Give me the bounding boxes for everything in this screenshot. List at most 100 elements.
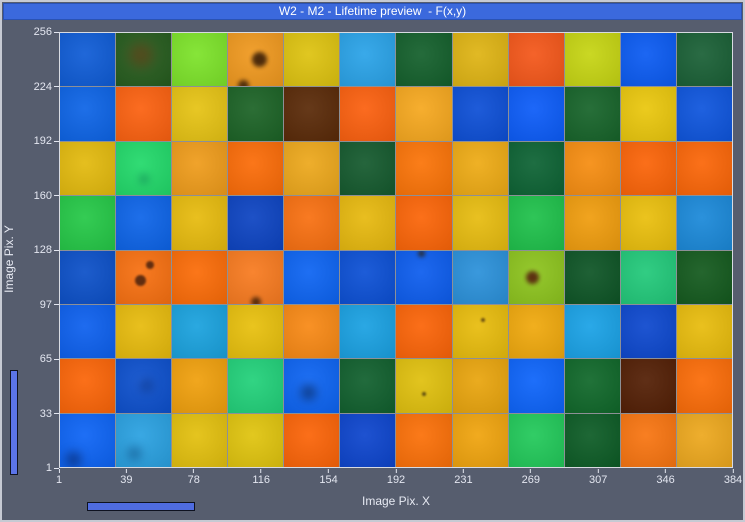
x-tick-label: 1 [55,474,63,486]
heatmap-cell [620,87,676,141]
heatmap-cell [564,33,620,87]
heatmap-cell [60,87,116,141]
tile-blemish [238,79,250,87]
heatmap-cell [116,196,172,250]
heatmap-cell [396,33,452,87]
heatmap-cell [60,250,116,304]
heatmap-cell [60,359,116,413]
heatmap-cell [452,304,508,359]
y-tick: 256 [34,26,59,38]
x-tick: 116 [252,469,270,486]
y-axis-ticks: 256 224 192 160 128 97 65 33 1 [2,26,59,474]
y-tick: 128 [34,244,59,256]
y-tick: 97 [40,299,59,311]
x-tick: 231 [454,469,473,486]
x-tick: 192 [387,469,405,486]
heatmap-cell [116,87,172,141]
tile-blemish [128,446,142,460]
y-tick-label: 65 [39,353,52,365]
y-tick: 65 [40,353,59,365]
y-tick-mark [54,195,59,196]
heatmap-cell [508,359,564,413]
horizontal-scrollbar[interactable] [87,502,195,511]
x-tick-label: 154 [319,474,338,486]
heatmap-cell [452,413,508,467]
heatmap-cell [508,250,564,304]
x-tick-label: 39 [120,474,133,486]
heatmap-cell [228,304,284,359]
heatmap-cell [452,196,508,250]
heatmap-cell [340,141,396,196]
y-tick-mark [54,358,59,360]
heatmap-cell [396,304,452,359]
heatmap-cell [564,250,620,304]
heatmap-cell [228,250,284,304]
heatmap-cell [676,250,732,304]
heatmap-cell [452,87,508,141]
y-tick-label: 1 [45,462,52,474]
x-tick: 154 [319,469,338,486]
vertical-scrollbar[interactable] [10,370,18,475]
x-tick: 384 [724,469,742,486]
x-tick-mark [260,469,262,473]
x-tick: 269 [522,469,540,486]
tile-blemish [128,43,153,68]
heatmap-cell [340,250,396,304]
heatmap-cell [396,196,452,250]
heatmap-cell [284,413,340,467]
heatmap-cell [172,304,228,359]
y-tick-mark [54,86,59,87]
heatmap-cell [284,33,340,87]
heatmap-cell [340,413,396,467]
y-tick-mark [54,413,59,414]
heatmap-cell [284,250,340,304]
y-tick-mark [54,140,59,142]
heatmap-cell [564,359,620,413]
heatmap-cell [508,33,564,87]
x-tick-mark [58,469,60,473]
heatmap-cell [564,87,620,141]
x-tick-label: 269 [521,474,540,486]
x-tick-label: 231 [454,474,473,486]
x-tick-mark [665,469,667,473]
heatmap-cell [452,33,508,87]
heatmap-cell [172,196,228,250]
y-tick-label: 256 [33,26,52,38]
tile-blemish [65,452,81,467]
x-tick: 78 [188,469,200,486]
titlebar[interactable]: W2 - M2 - Lifetime preview - F(x,y) [3,3,742,20]
heatmap-cell [396,250,452,304]
x-tick: 39 [120,469,133,486]
heatmap-cell [396,141,452,196]
x-tick-label: 116 [252,474,270,486]
heatmap-cell [676,359,732,413]
x-tick: 1 [56,469,62,486]
heatmap-cell [564,413,620,467]
plot-area[interactable] [59,32,733,468]
heatmap-cell [172,87,228,141]
heatmap-cell [228,141,284,196]
y-tick: 224 [34,81,59,93]
heatmap-cell [452,250,508,304]
tile-blemish [251,52,267,68]
heatmap-cell [676,141,732,196]
heatmap-cell [172,141,228,196]
x-axis-label: Image Pix. X [361,494,431,508]
heatmap-cell [508,196,564,250]
heatmap-cell [228,413,284,467]
x-tick-mark [530,469,532,473]
heatmap-cell [396,413,452,467]
x-tick-mark [597,469,599,473]
y-tick: 192 [34,135,59,147]
heatmap-cell [116,33,172,87]
heatmap-cell [60,33,116,87]
heatmap-cell [116,141,172,196]
x-tick-label: 307 [589,474,608,486]
heatmap-cell [60,304,116,359]
heatmap-cell [228,359,284,413]
heatmap-cell [564,196,620,250]
heatmap-cell [228,87,284,141]
heatmap-cell [564,141,620,196]
heatmap-cell [676,196,732,250]
tile-blemish [301,384,317,400]
